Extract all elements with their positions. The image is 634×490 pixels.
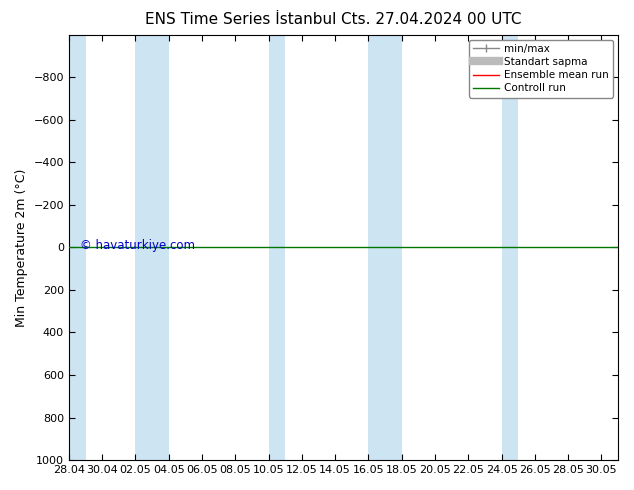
Text: ENS Time Series İstanbul: ENS Time Series İstanbul: [145, 12, 337, 27]
Text: Cts. 27.04.2024 00 UTC: Cts. 27.04.2024 00 UTC: [341, 12, 521, 27]
Bar: [501, 35, 518, 460]
Bar: [368, 35, 402, 460]
Text: © havaturkiye.com: © havaturkiye.com: [80, 239, 195, 252]
Legend: min/max, Standart sapma, Ensemble mean run, Controll run: min/max, Standart sapma, Ensemble mean r…: [469, 40, 613, 98]
Bar: [269, 35, 285, 460]
Bar: [136, 35, 169, 460]
Y-axis label: Min Temperature 2m (°C): Min Temperature 2m (°C): [15, 168, 28, 326]
Bar: [69, 35, 86, 460]
